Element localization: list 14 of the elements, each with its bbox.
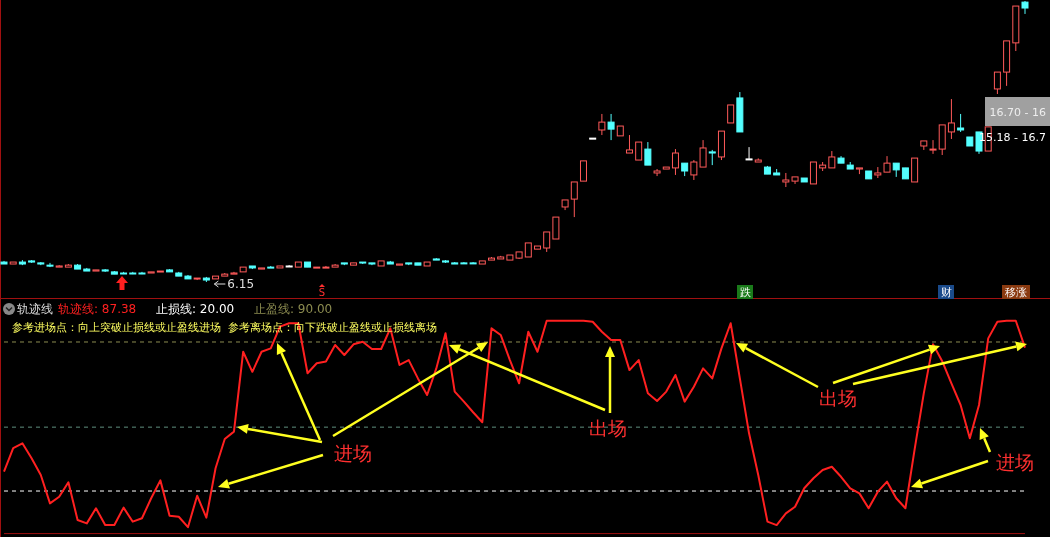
annotation: 进场 [334,442,372,464]
annotation: 进场 [996,451,1034,473]
annotation: 16.70 - 16 [989,106,1046,119]
text: 移涨 [1005,286,1027,299]
text: 财 [940,286,952,299]
text: S [318,287,326,298]
text: 轨迹线: 87.38 [58,302,137,316]
ref-line-label: 止盈线: 90.00 [254,302,333,316]
chart-title: 轨迹线 [17,302,53,316]
annotation: 出场 [589,417,627,439]
annotation: 出场 [819,387,857,409]
ref-line-label: 止损线: 20.00 [156,302,235,316]
annotation: 6.15 [227,277,255,291]
text: 跌 [739,286,751,299]
